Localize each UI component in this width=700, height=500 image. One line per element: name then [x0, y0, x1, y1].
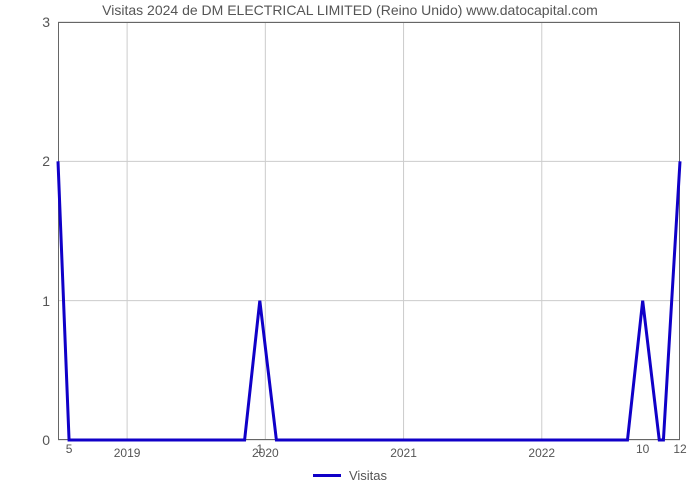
legend-swatch [313, 474, 341, 477]
x-tick-label: 2022 [528, 446, 555, 460]
y-tick-label: 1 [28, 293, 50, 309]
plot-border [59, 23, 680, 440]
y-tick-label: 2 [28, 153, 50, 169]
x-tick-label: 2021 [390, 446, 417, 460]
point-label: 5 [66, 442, 73, 456]
legend: Visitas [0, 468, 700, 483]
plot-svg [58, 22, 680, 440]
legend-label: Visitas [349, 468, 387, 483]
point-label: 12 [673, 442, 686, 456]
plot-area [58, 22, 680, 440]
chart-title: Visitas 2024 de DM ELECTRICAL LIMITED (R… [0, 2, 700, 18]
point-label: 10 [636, 442, 649, 456]
point-label: 1 [256, 442, 263, 456]
chart-container: Visitas 2024 de DM ELECTRICAL LIMITED (R… [0, 0, 700, 500]
y-tick-label: 3 [28, 14, 50, 30]
y-tick-label: 0 [28, 432, 50, 448]
x-tick-label: 2019 [114, 446, 141, 460]
